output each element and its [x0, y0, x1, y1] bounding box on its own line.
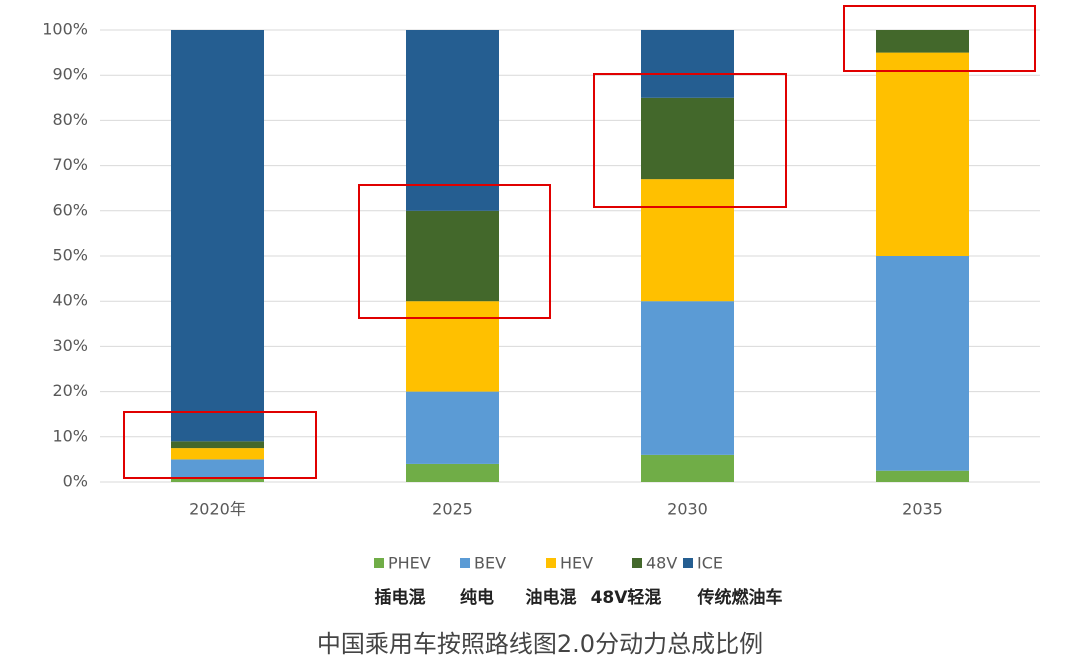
highlight-box	[593, 73, 787, 208]
bar-segment	[171, 30, 264, 442]
y-tick-label: 20%	[52, 381, 88, 400]
legend-swatch	[546, 558, 556, 568]
bar-segment	[641, 301, 734, 455]
legend-swatch	[683, 558, 693, 568]
bar-segment	[641, 30, 734, 98]
y-tick-label: 60%	[52, 200, 88, 219]
bar-segment	[641, 454, 734, 482]
legend-swatch	[632, 558, 642, 568]
bar-segment	[171, 459, 264, 478]
y-tick-label: 50%	[52, 246, 88, 265]
bar-segment	[641, 97, 734, 180]
x-tick-label: 2030	[667, 500, 708, 519]
highlight-box	[358, 184, 551, 319]
bar-segment	[406, 463, 499, 482]
chart-title: 中国乘用车按照路线图2.0分动力总成比例	[317, 630, 763, 658]
bar-segment	[171, 441, 264, 449]
legend-note: 油电混	[526, 587, 577, 608]
bar-segment	[876, 256, 969, 471]
y-tick-label: 80%	[52, 110, 88, 129]
bar-segment	[406, 210, 499, 302]
bar-segment	[406, 30, 499, 211]
legend-note: 插电混	[375, 587, 426, 608]
y-tick-label: 30%	[52, 336, 88, 355]
x-tick-label: 2025	[432, 500, 473, 519]
y-tick-label: 70%	[52, 155, 88, 174]
y-tick-label: 10%	[52, 426, 88, 445]
y-tick-label: 0%	[63, 472, 88, 491]
legend-swatch	[374, 558, 384, 568]
legend-label: PHEV	[388, 554, 431, 573]
bar-segment	[641, 179, 734, 302]
bar-segment	[876, 470, 969, 482]
x-tick-label: 2020年	[189, 500, 246, 519]
bar-segment	[171, 448, 264, 460]
bar-segment	[406, 301, 499, 392]
bar-segment	[406, 391, 499, 464]
bar-segment	[171, 477, 264, 482]
legend-label: BEV	[474, 554, 506, 573]
legend-note: 纯电	[460, 587, 494, 608]
legend-swatch	[460, 558, 470, 568]
y-tick-label: 90%	[52, 65, 88, 84]
highlight-box	[843, 5, 1036, 72]
highlight-box	[123, 411, 317, 479]
legend-label: HEV	[560, 554, 593, 573]
y-tick-label: 100%	[42, 20, 88, 39]
legend-note: 48V轻混	[591, 587, 662, 608]
y-tick-label: 40%	[52, 291, 88, 310]
legend-label: 48V	[646, 554, 677, 573]
legend-note: 传统燃油车	[697, 587, 783, 608]
bar-segment	[876, 30, 969, 53]
bar-segment	[876, 52, 969, 256]
x-tick-label: 2035	[902, 500, 943, 519]
legend-label: ICE	[697, 554, 723, 573]
